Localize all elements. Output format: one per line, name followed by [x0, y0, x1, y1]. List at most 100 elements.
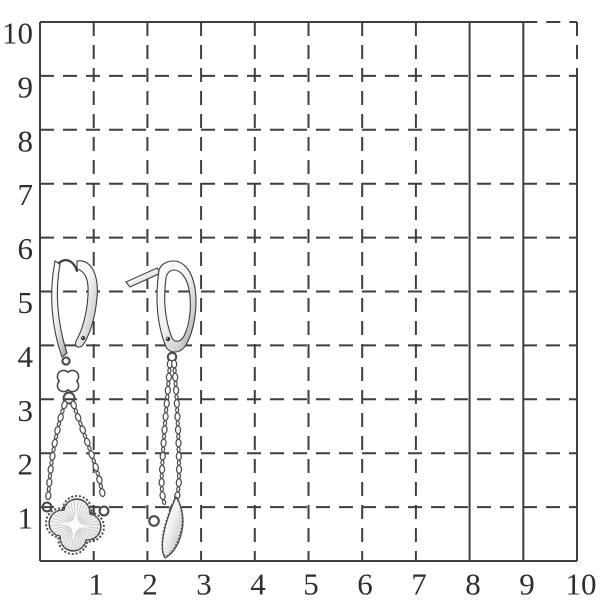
- chain-link: [159, 472, 164, 479]
- chain-link: [165, 393, 170, 400]
- x-tick-label: 7: [411, 567, 427, 600]
- chain-link: [171, 359, 178, 369]
- chain-link: [159, 451, 166, 461]
- chain-strand-right: [70, 400, 106, 498]
- chain-link: [57, 413, 64, 423]
- chain-link: [162, 420, 168, 427]
- chain-strand-right: [169, 359, 183, 513]
- x-tick-label: 5: [303, 567, 319, 600]
- chain-link: [172, 367, 177, 374]
- connector-ring: [62, 391, 76, 405]
- chain-link: [161, 499, 167, 506]
- chain-strand-left: [158, 359, 173, 506]
- chain-link: [176, 473, 182, 480]
- x-tick-label: 10: [566, 567, 597, 600]
- grid-solid-lines: [468, 22, 525, 561]
- chain-link: [176, 433, 181, 440]
- chain-strand-left: [45, 400, 68, 501]
- chain-link: [165, 372, 173, 382]
- chain-link: [161, 425, 168, 435]
- y-tick-label: 2: [18, 447, 34, 482]
- y-tick-label: 4: [18, 339, 34, 374]
- hook-latch-curl: [57, 259, 79, 273]
- chain-link: [176, 446, 181, 453]
- chain-link: [174, 412, 181, 422]
- y-tick-label: 3: [18, 393, 34, 428]
- chain-link: [53, 433, 59, 440]
- grid-border: [39, 21, 578, 562]
- chain-link: [167, 367, 172, 374]
- chain-link: [83, 437, 91, 447]
- hook-body-loop: [156, 260, 197, 353]
- chain-link: [174, 425, 182, 435]
- chain-link: [79, 425, 86, 435]
- x-axis-labels: 1 2 3 4 5 6 7 8 9 10: [88, 567, 596, 600]
- y-tick-label: 5: [18, 285, 34, 320]
- y-tick-label: 9: [18, 69, 34, 104]
- hook-pivot-pin: [80, 335, 86, 341]
- chain-link: [162, 412, 169, 422]
- chain-link: [61, 400, 68, 410]
- chain-link: [159, 486, 164, 493]
- charm-bead-edge: [165, 497, 184, 558]
- chain-link: [172, 385, 180, 395]
- chain-link: [74, 412, 82, 422]
- earring-front-view: [41, 259, 110, 556]
- chain-link: [47, 472, 53, 479]
- chain-link: [49, 459, 54, 466]
- chain-link: [46, 486, 51, 493]
- chain-link: [160, 446, 166, 453]
- chain-link: [175, 451, 182, 461]
- pin-highlight: [166, 337, 169, 340]
- y-axis-labels: 10 9 8 7 6 5 4 3 2 1: [2, 16, 34, 536]
- y-tick-label: 1: [18, 501, 34, 536]
- clover-charm: [44, 494, 106, 556]
- earring-side-view: [125, 260, 197, 559]
- chain-link: [160, 438, 167, 448]
- charm-center-star: [60, 510, 90, 540]
- chain-link: [164, 385, 171, 395]
- chain-link: [175, 478, 182, 488]
- x-tick-label: 9: [519, 567, 535, 600]
- hook-lever-arm: [75, 260, 98, 348]
- chain-link: [161, 433, 167, 440]
- chain-link: [96, 475, 103, 485]
- charm-jump-ring-left: [41, 501, 53, 513]
- hook-pivot-pin: [165, 336, 171, 342]
- x-tick-label: 2: [142, 567, 158, 600]
- clover-charm-profile: [161, 495, 184, 559]
- hook-blade: [51, 260, 68, 358]
- chain-link: [51, 446, 56, 453]
- chain-link: [164, 407, 169, 414]
- x-tick-label: 4: [250, 567, 266, 600]
- chain-link: [163, 398, 170, 408]
- chain-link: [159, 491, 166, 501]
- chain-link: [175, 464, 183, 474]
- chain-link: [47, 464, 54, 474]
- chain-link: [70, 400, 77, 410]
- grid-dashed-vertical-lines: [92, 22, 417, 561]
- x-tick-label: 8: [465, 567, 481, 600]
- y-tick-label: 7: [18, 177, 34, 212]
- chain-link: [175, 420, 180, 427]
- chain-link: [166, 380, 171, 387]
- chain-link: [176, 486, 181, 493]
- hook-top-bar: [125, 267, 162, 288]
- y-tick-label: 6: [18, 231, 34, 266]
- chain-link: [176, 459, 182, 466]
- chain-link: [49, 451, 56, 461]
- chain-link: [175, 438, 182, 448]
- chain-link: [51, 438, 58, 448]
- x-tick-label: 6: [357, 567, 373, 600]
- chain-link: [54, 425, 61, 435]
- chain-link: [158, 477, 165, 488]
- chain-link: [160, 459, 165, 466]
- chain-link: [173, 380, 178, 387]
- chain-link: [56, 420, 62, 427]
- small-clover-link: [56, 369, 80, 393]
- chain-link: [99, 488, 106, 498]
- grid-dashed-horizontal-lines: [40, 74, 577, 509]
- y-tick-label: 10: [2, 16, 33, 51]
